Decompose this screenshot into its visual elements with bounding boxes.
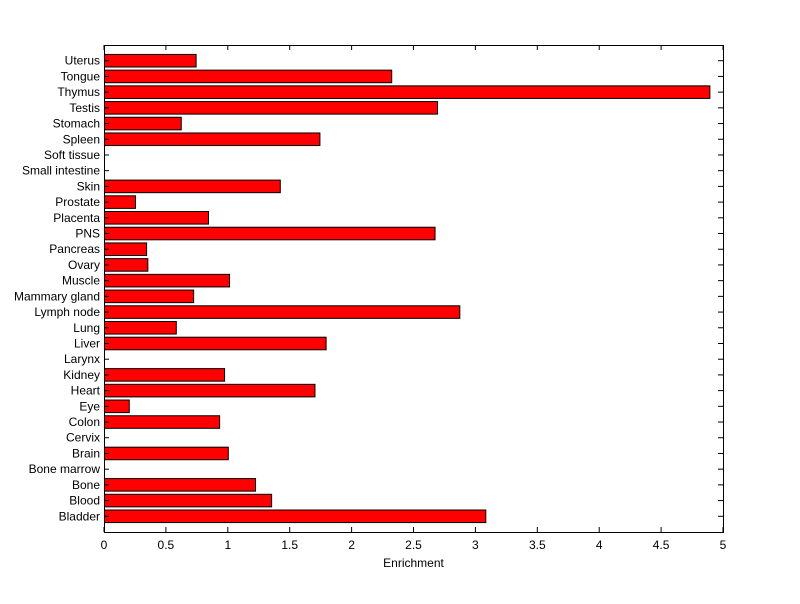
x-tick-label: 0.5 — [158, 538, 175, 552]
bar-placenta — [104, 211, 209, 225]
y-tick-label-blood: Blood — [69, 494, 100, 508]
y-tick-label-pancreas: Pancreas — [49, 242, 100, 256]
bar-stomach — [104, 116, 182, 131]
bar-testis — [104, 101, 439, 115]
x-tick-label: 2 — [348, 538, 355, 552]
y-tick-label-larynx: Larynx — [64, 352, 100, 366]
bar-blood — [104, 493, 273, 508]
x-axis-label: Enrichment — [383, 556, 444, 570]
y-tick-label-heart: Heart — [71, 384, 101, 398]
bar-tongue — [104, 69, 393, 84]
x-tick-label: 0 — [101, 538, 108, 552]
y-tick-label-uterus: Uterus — [65, 54, 100, 68]
y-tick-label-bladder: Bladder — [59, 509, 100, 523]
y-tick-label-colon: Colon — [69, 415, 100, 429]
y-tick-label-prostate: Prostate — [55, 195, 100, 209]
bar-bone — [104, 478, 257, 492]
y-tick-label-soft-tissue: Soft tissue — [44, 148, 100, 162]
y-tick-label-ovary: Ovary — [68, 258, 100, 272]
x-tick-label: 1 — [224, 538, 231, 552]
x-tick-label: 3.5 — [529, 538, 546, 552]
bar-muscle — [104, 273, 231, 288]
y-tick-label-eye: Eye — [79, 399, 100, 413]
y-tick-label-skin: Skin — [77, 179, 100, 193]
y-tick-label-lung: Lung — [73, 321, 100, 335]
bar-uterus — [104, 53, 197, 68]
bar-prostate — [104, 195, 136, 209]
y-tick-label-lymph-node: Lymph node — [34, 305, 100, 319]
bar-skin — [104, 179, 281, 194]
y-tick-label-stomach: Stomach — [53, 117, 100, 131]
y-tick-label-kidney: Kidney — [63, 368, 100, 382]
y-tick-label-brain: Brain — [72, 446, 100, 460]
x-tick-labels: 0 0.5 1 1.5 2 2.5 3 3.5 4 4.5 5 — [101, 538, 727, 552]
x-tick-label: 4.5 — [653, 538, 670, 552]
bar-kidney — [104, 368, 226, 382]
bar-lymph-node — [104, 305, 461, 319]
y-tick-label-liver: Liver — [74, 336, 100, 350]
bar-pancreas — [104, 242, 148, 257]
bar-mammary-gland — [104, 289, 195, 304]
bar-lung — [104, 320, 177, 335]
y-tick-label-bone-marrow: Bone marrow — [29, 462, 101, 476]
x-tick-label: 4 — [596, 538, 603, 552]
bar-thymus — [104, 85, 711, 99]
bar-pns — [104, 226, 436, 241]
x-tick-label: 2.5 — [405, 538, 422, 552]
bar-colon — [104, 415, 221, 429]
bars-group — [104, 53, 711, 524]
bar-heart — [104, 383, 316, 398]
bar-bladder — [104, 509, 487, 524]
x-tick-label: 3 — [472, 538, 479, 552]
bar-liver — [104, 336, 327, 351]
y-tick-label-pns: PNS — [75, 227, 100, 241]
y-tick-label-muscle: Muscle — [62, 274, 100, 288]
bar-brain — [104, 446, 229, 461]
bar-spleen — [104, 132, 321, 147]
y-tick-label-small-intestine: Small intestine — [22, 164, 100, 178]
y-tick-label-tongue: Tongue — [61, 69, 101, 83]
y-tick-label-thymus: Thymus — [57, 85, 100, 99]
y-tick-label-bone: Bone — [72, 478, 100, 492]
y-tick-label-placenta: Placenta — [53, 211, 100, 225]
ticks-group — [103, 45, 724, 532]
x-tick-label: 5 — [720, 538, 727, 552]
y-tick-label-testis: Testis — [69, 101, 100, 115]
y-tick-label-mammary-gland: Mammary gland — [14, 289, 100, 303]
y-tick-label-cervix: Cervix — [66, 431, 100, 445]
bar-ovary — [104, 258, 149, 272]
y-tick-label-spleen: Spleen — [63, 132, 100, 146]
x-tick-label: 1.5 — [281, 538, 298, 552]
